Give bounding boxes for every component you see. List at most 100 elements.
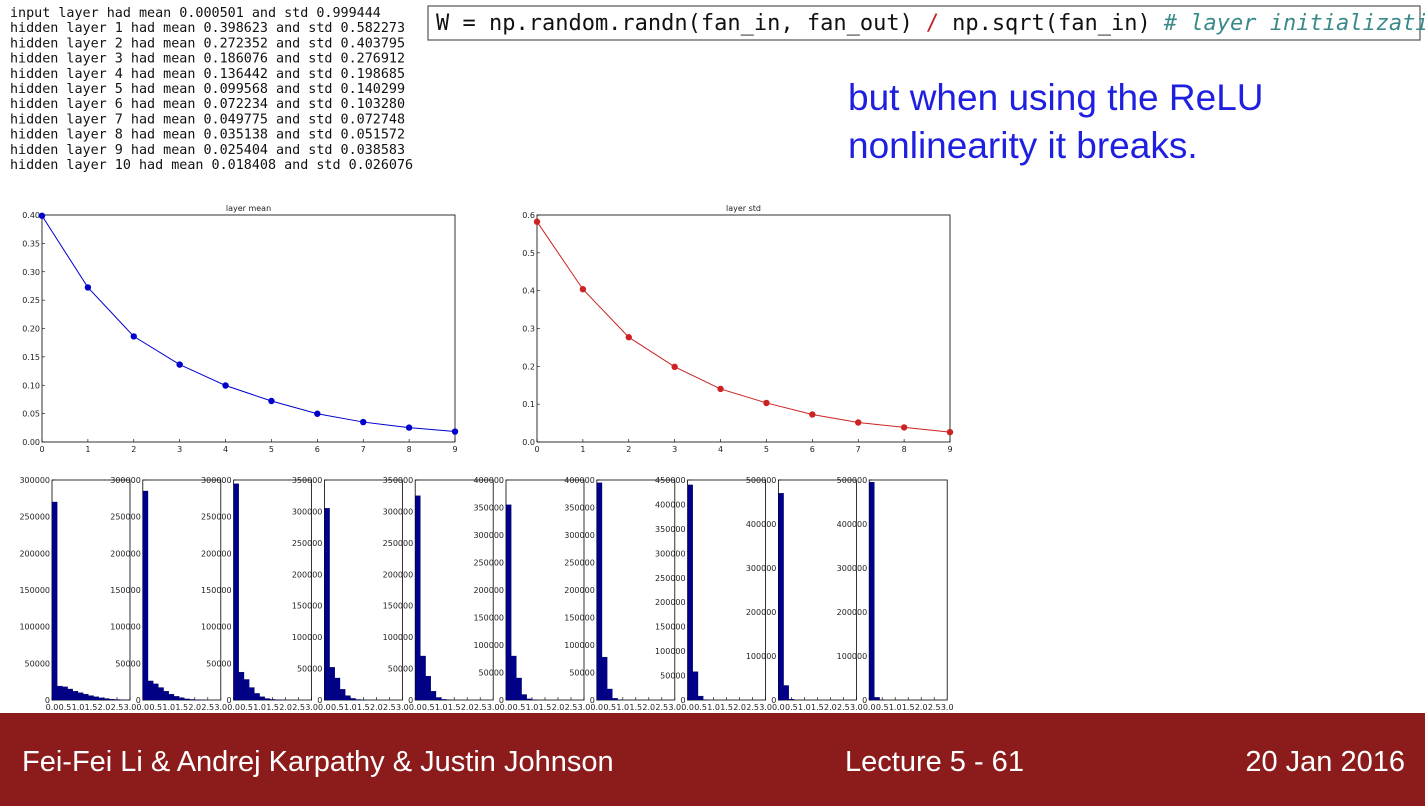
y-tick-label: 250000	[201, 513, 232, 522]
x-tick-label: 3.0	[305, 703, 318, 712]
y-tick-label: 0.2	[522, 362, 535, 371]
y-tick-label: 300000	[473, 531, 504, 540]
y-tick-label: 0	[317, 696, 322, 705]
y-tick-label: 100000	[746, 652, 777, 661]
data-point	[405, 424, 413, 431]
histogram-bar	[259, 696, 265, 701]
footer-lecture: Lecture 5 - 61	[845, 746, 1024, 778]
y-tick-label: 200000	[655, 598, 686, 607]
y-tick-label: 100000	[110, 623, 141, 632]
y-tick-label: 100000	[837, 652, 868, 661]
y-tick-label: 250000	[110, 513, 141, 522]
histogram-bar	[57, 685, 63, 701]
x-tick-label: 2.0	[824, 703, 837, 712]
y-tick-label: 300000	[292, 507, 323, 516]
x-tick-label: 3.0	[396, 703, 409, 712]
histogram-bar	[264, 698, 271, 701]
histogram-bar	[98, 697, 105, 701]
x-tick-label: 3	[177, 445, 182, 454]
histogram-bar	[435, 697, 442, 701]
x-tick-label: 3.0	[578, 703, 591, 712]
histogram-bar	[88, 695, 94, 701]
histogram-bar	[355, 699, 361, 701]
x-tick-label: 0.0	[409, 703, 422, 712]
histogram-bar	[329, 667, 335, 701]
x-tick-label: 0.0	[590, 703, 603, 712]
x-tick-label: 2.5	[292, 703, 305, 712]
x-tick-label: 1.5	[902, 703, 915, 712]
y-tick-label: 300000	[837, 564, 868, 573]
y-tick-label: 250000	[564, 559, 595, 568]
x-tick-label: 8	[902, 445, 907, 454]
x-tick-label: 1.0	[526, 703, 539, 712]
y-tick-label: 50000	[479, 669, 504, 678]
histogram-bar	[158, 687, 164, 701]
x-tick-label: 4	[718, 445, 723, 454]
histogram-bar	[339, 689, 346, 701]
y-tick-label: 0.10	[22, 381, 40, 390]
histogram-bar	[269, 699, 276, 701]
plots: 0.000.050.100.150.200.250.300.350.400 1 2 3…	[19, 204, 953, 712]
y-tick-label: 200000	[564, 586, 595, 595]
y-tick-label: 0.05	[22, 410, 40, 419]
axes: 0.0 0.1 0.2 0.3 0.4 0.5 0.6 0 1 2 3 4 5 6 7 8 9 layer std	[522, 204, 954, 454]
x-tick-label: 0.5	[603, 703, 616, 712]
y-tick-label: 0.4	[522, 287, 535, 296]
y-tick-label: 250000	[292, 539, 323, 548]
data-point	[38, 212, 46, 219]
data-point	[855, 419, 862, 426]
histogram-bar	[249, 687, 255, 701]
x-tick-label: 0.5	[513, 703, 526, 712]
x-tick-label: 1.5	[629, 703, 642, 712]
log-line: hidden layer 1 had mean 0.398623 and std…	[10, 21, 405, 36]
histogram-bar	[233, 483, 239, 701]
x-tick-label: 0.0	[46, 703, 59, 712]
y-tick-label: 0.25	[22, 296, 40, 305]
x-tick-label: 0.0	[227, 703, 240, 712]
y-tick-label: 0.0	[522, 438, 535, 447]
y-tick-label: 0.5	[522, 249, 535, 258]
x-tick-label: 0.5	[59, 703, 72, 712]
x-tick-label: 6	[810, 445, 815, 454]
x-tick-label: 1.0	[798, 703, 811, 712]
y-tick-label: 250000	[383, 539, 414, 548]
footer-authors: Fei-Fei Li & Andrej Karpathy & Justin Jo…	[22, 746, 614, 778]
x-tick-label: 1.0	[72, 703, 85, 712]
x-tick-label: 2.0	[370, 703, 383, 712]
y-tick-label: 150000	[19, 586, 50, 595]
y-tick-label: 100000	[655, 647, 686, 656]
y-tick-label: 400000	[655, 500, 686, 509]
y-tick-label: 0	[136, 696, 141, 705]
histogram-bar	[254, 693, 260, 701]
log-line: hidden layer 9 had mean 0.025404 and std…	[10, 143, 405, 158]
histogram-bar	[77, 692, 84, 701]
y-tick-label: 100000	[473, 641, 504, 650]
x-tick-label: 1.0	[889, 703, 902, 712]
histogram-bar	[425, 675, 431, 701]
x-tick-label: 2.0	[188, 703, 201, 712]
code-line: W = np.random.randn(fan_in, fan_out) / np.…	[436, 11, 1425, 36]
data-point	[130, 333, 137, 340]
histogram-bar	[505, 504, 512, 701]
x-tick-label: 3.0	[124, 703, 137, 712]
x-tick-label: 1.5	[175, 703, 188, 712]
x-tick-label: 3.0	[759, 703, 772, 712]
y-tick-label: 150000	[110, 586, 141, 595]
y-tick-label: 350000	[655, 525, 686, 534]
data-point	[314, 410, 321, 417]
data-point	[451, 428, 459, 435]
y-tick-label: 150000	[292, 602, 323, 611]
x-tick-label: 0	[39, 445, 44, 454]
log-line: hidden layer 3 had mean 0.186076 and std…	[10, 52, 405, 67]
x-tick-label: 3	[672, 445, 677, 454]
x-tick-label: 1.0	[162, 703, 175, 712]
histogram-bar	[612, 698, 618, 701]
y-tick-label: 200000	[19, 549, 50, 558]
x-tick-label: 2.0	[98, 703, 111, 712]
histogram-bar	[420, 655, 426, 701]
caption-line: nonlinearity it breaks.	[848, 125, 1198, 166]
histogram-bar	[142, 490, 149, 701]
x-tick-label: 2.5	[383, 703, 396, 712]
